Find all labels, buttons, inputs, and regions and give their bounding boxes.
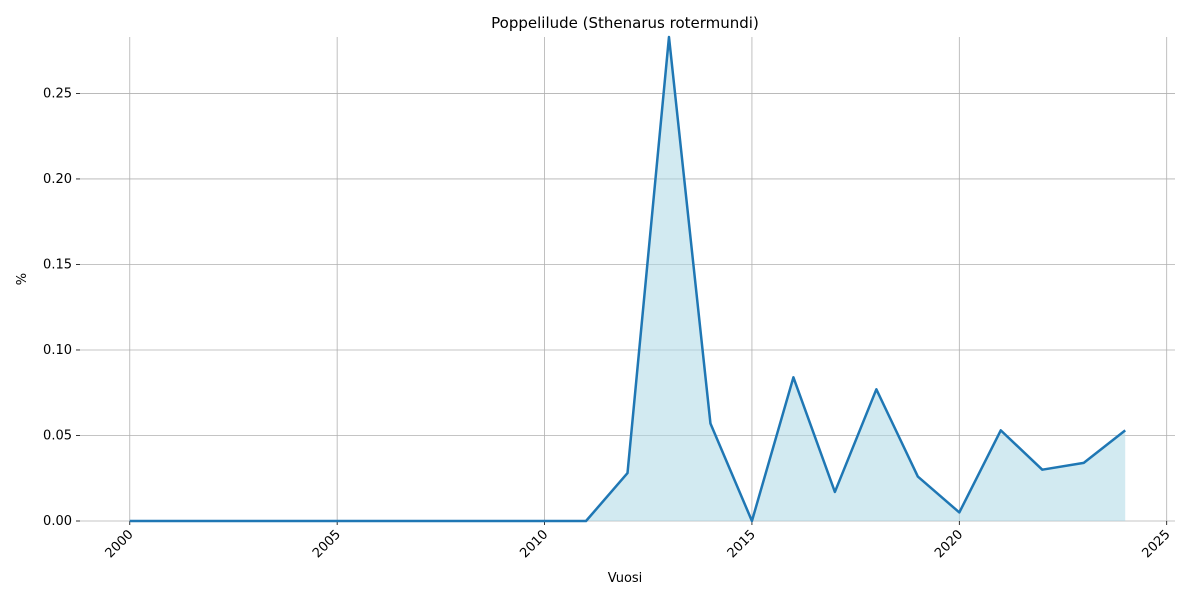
line: [129, 35, 1127, 523]
x-tick-label: 2010: [517, 527, 551, 561]
x-tick-label: 2025: [1140, 527, 1174, 561]
x-tick-label: 2015: [725, 527, 759, 561]
y-tick-label: 0.25: [43, 86, 72, 101]
y-tick-label: 0.15: [43, 257, 72, 272]
y-axis-label: %: [15, 273, 30, 285]
chart-title: Poppelilude (Sthenarus rotermundi): [491, 14, 759, 32]
y-tick-label: 0.10: [43, 343, 72, 358]
y-tick-label: 0.00: [43, 514, 72, 529]
x-tick-label: 2020: [932, 527, 966, 561]
x-axis-label: Vuosi: [608, 571, 643, 586]
area: [129, 37, 1126, 521]
x-tick-label: 2005: [310, 527, 344, 561]
x-tick-label: 2000: [103, 527, 137, 561]
y-tick-label: 0.05: [43, 428, 72, 443]
y-tick-label: 0.20: [43, 172, 72, 187]
